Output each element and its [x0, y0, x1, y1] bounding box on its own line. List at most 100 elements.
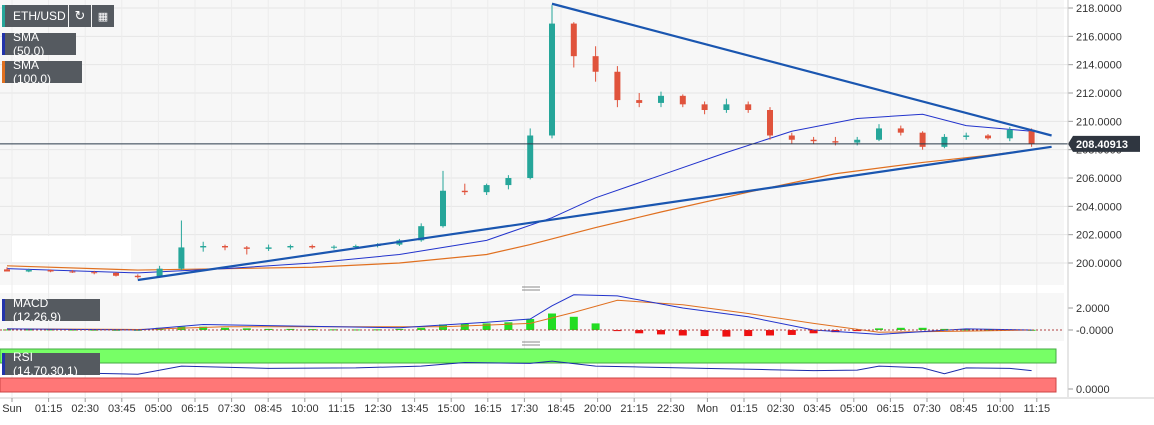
sma50-label: SMA (50,0)	[13, 30, 45, 58]
time-tick-label: Sun	[2, 403, 22, 415]
rsi-oversold-zone	[0, 377, 1057, 393]
candle-body	[156, 268, 163, 278]
panel-divider-rsi	[522, 341, 540, 346]
trendlines	[137, 2, 1052, 282]
macd-chip[interactable]: MACD (12,26,9)	[2, 296, 100, 324]
candle-body	[440, 190, 446, 227]
calendar-button[interactable]: ▦	[92, 5, 114, 27]
candle-body	[679, 95, 686, 105]
macd-histogram-bar	[199, 326, 208, 330]
candle-body	[658, 95, 664, 103]
price-tick-label: 214.0000	[1076, 60, 1122, 72]
candle-body	[178, 247, 185, 269]
time-tick-label: 07:30	[218, 403, 246, 415]
macd-histogram-bar	[264, 328, 273, 330]
sma100-line	[6, 149, 1032, 271]
macd-histogram-bar	[286, 328, 295, 330]
time-tick-label: 21:15	[620, 403, 648, 415]
candle-body	[767, 110, 773, 136]
macd-histogram-bar	[657, 330, 665, 335]
candle-body	[265, 247, 272, 249]
candle-body	[287, 246, 294, 248]
macd-histogram-bar	[787, 330, 796, 335]
macd-signal-line	[6, 299, 1032, 333]
candle-body	[985, 135, 991, 139]
macd-histogram-bar	[569, 316, 578, 330]
candle-body	[549, 23, 555, 136]
time-tick-label: 02:30	[767, 403, 795, 415]
macd-histogram-bar	[918, 327, 927, 330]
candle-body	[47, 270, 54, 272]
time-tick-label: 22:30	[657, 403, 685, 415]
current-price-label: 208.40913	[1068, 135, 1140, 152]
price-tick-label: 200.0000	[1076, 258, 1122, 270]
macd-tick-label: -0.0000	[1076, 325, 1113, 337]
price-tick-label: 206.0000	[1076, 173, 1122, 185]
macd-histogram-bar	[940, 328, 949, 330]
macd-histogram-bar	[591, 323, 600, 330]
macd-histogram-bar	[853, 330, 862, 332]
candle-body	[919, 132, 926, 147]
candle-body	[723, 104, 730, 110]
macd-histogram-bar	[700, 330, 709, 337]
price-tick-label: 210.0000	[1076, 116, 1122, 128]
candle-body	[505, 178, 512, 186]
candle-body	[570, 23, 577, 57]
time-tick-label: 18:45	[547, 403, 575, 415]
time-tick-label: 08:45	[950, 403, 978, 415]
macd-histogram-bar	[221, 327, 229, 330]
macd-histogram-bar	[90, 329, 99, 331]
candle-body	[1006, 129, 1013, 139]
sma100-chip[interactable]: SMA (100,0)	[2, 58, 82, 86]
macd-histogram-bar	[962, 329, 971, 331]
symbol-chip[interactable]: ETH/USD	[2, 5, 68, 27]
candle-body	[309, 246, 316, 248]
price-tick-label: 204.0000	[1076, 201, 1122, 213]
time-tick-label: 17:30	[511, 403, 539, 415]
rsi-overbought-zone	[0, 348, 1057, 364]
time-tick-label: 01:15	[730, 403, 758, 415]
rsi-line	[6, 360, 1032, 375]
candle-body	[810, 139, 817, 142]
candle-body	[788, 135, 795, 140]
sma50-chip[interactable]: SMA (50,0)	[2, 30, 76, 58]
sma100-path	[6, 149, 1032, 271]
time-axis: Sun 01:15 02:30 03:45 05:00 06:15 07:30 08:45 10…	[2, 398, 1050, 415]
sma50-line	[6, 113, 1032, 274]
refresh-button[interactable]: ↻	[69, 5, 91, 27]
macd-histogram-bar	[875, 328, 883, 330]
macd-histogram-bar	[744, 330, 753, 337]
time-tick-label: Mon	[697, 403, 718, 415]
rsi-chip[interactable]: RSI (14,70,30,1)	[2, 350, 100, 378]
price-tick-label: 202.0000	[1076, 230, 1122, 242]
time-tick-label: 01:15	[35, 403, 63, 415]
calendar-icon: ▦	[97, 9, 109, 23]
trendline-lower	[137, 145, 1052, 282]
refresh-icon: ↻	[74, 8, 86, 24]
macd-histogram-bar	[460, 323, 469, 330]
time-tick-label: 05:00	[145, 403, 173, 415]
time-tick-label: 16:15	[474, 403, 502, 415]
symbol-label: ETH/USD	[13, 9, 66, 23]
candle-body	[592, 56, 599, 72]
current-price-value: 208.40913	[1076, 139, 1128, 151]
macd-histogram-bar	[439, 324, 447, 330]
candle-body	[636, 100, 643, 103]
rsi-path	[6, 360, 1032, 375]
macd-histogram-bar	[46, 329, 55, 331]
time-tick-label: 03:45	[108, 403, 136, 415]
candle-body	[614, 71, 621, 101]
time-tick-label: 15:00	[437, 403, 465, 415]
macd-tick-label: 2.0000	[1076, 303, 1110, 315]
candle-body	[897, 128, 904, 133]
macd-histogram-bar	[417, 327, 426, 330]
time-tick-label: 10:00	[291, 403, 319, 415]
candle-body	[25, 270, 32, 272]
macd-histogram-bar	[896, 327, 905, 330]
macd-histogram-bar	[482, 323, 491, 330]
macd-histogram-bar	[526, 319, 535, 330]
candle-body	[854, 139, 861, 143]
candle-body	[243, 247, 250, 249]
macd-histogram-bar	[351, 329, 360, 331]
